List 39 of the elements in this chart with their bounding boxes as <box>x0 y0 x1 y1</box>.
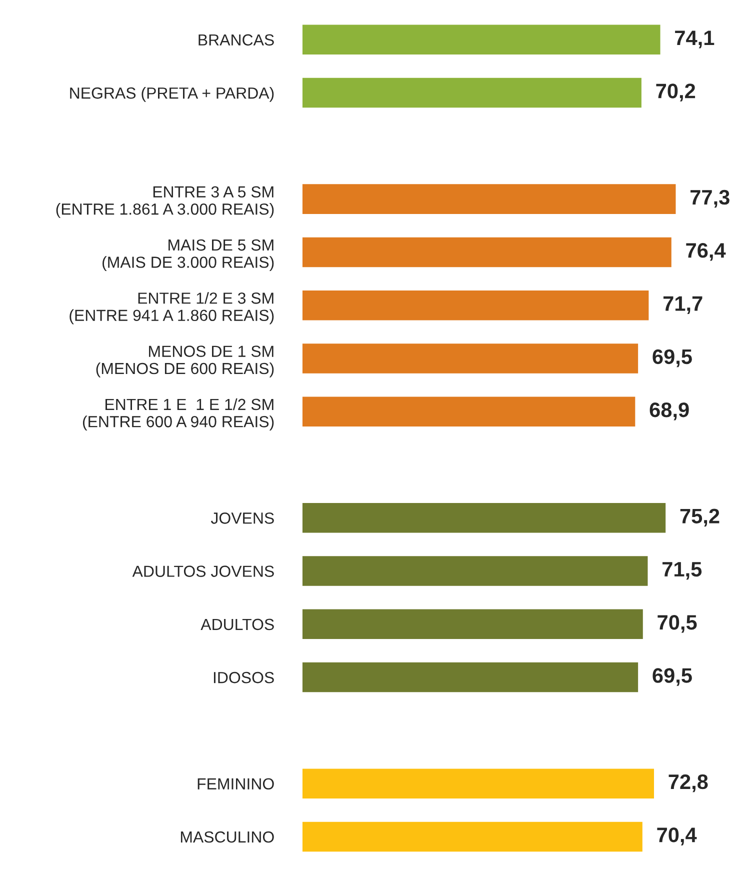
y-tick-label: MENOS DE 1 SM (MENOS DE 600 REAIS) <box>96 346 274 378</box>
y-tick-label: ENTRE 3 A 5 SM (ENTRE 1.861 A 3.000 REAIS) <box>56 186 274 218</box>
y-tick-label: ENTRE 1 E 1 E 1/2 SM (ENTRE 600 A 940 REAIS) <box>82 398 274 430</box>
data-label: 71,7 <box>663 296 702 314</box>
data-label: 71,5 <box>662 562 702 580</box>
y-tick-label: ADULTOS <box>200 618 274 630</box>
bar <box>302 768 654 798</box>
bar <box>302 24 660 55</box>
data-label: 69,5 <box>652 349 692 368</box>
y-tick-label: MAIS DE 5 SM (MAIS DE 3.000 REAIS) <box>102 239 274 272</box>
y-tick-label: IDOSOS <box>214 672 274 684</box>
y-tick-label: JOVENS <box>210 512 274 524</box>
y-tick-label: ADULTOS JOVENS <box>132 566 274 577</box>
bar <box>302 290 649 320</box>
bar <box>302 78 642 108</box>
data-label: 75,2 <box>680 508 720 526</box>
data-label: 77,3 <box>690 190 730 208</box>
y-tick-label: MASCULINO <box>180 831 274 843</box>
data-label: 68,9 <box>650 402 689 420</box>
data-label: 70,4 <box>657 828 697 846</box>
bar <box>302 184 676 214</box>
y-tick-label: ENTRE 1/2 E 3 SM (ENTRE 941 A 1.860 REAIS) <box>70 292 274 324</box>
y-tick-label: BRANCAS <box>198 34 274 46</box>
y-tick-label: NEGRAS (PRETA + PARDA) <box>70 87 274 102</box>
data-label: 76,4 <box>686 243 726 261</box>
bar <box>302 344 638 374</box>
data-label: 70,5 <box>658 615 697 633</box>
data-label: 69,5 <box>652 668 692 686</box>
bar <box>302 662 638 692</box>
bar <box>302 503 666 533</box>
y-tick-label: FEMININO <box>198 778 274 790</box>
bar <box>302 237 672 268</box>
data-label: 70,2 <box>656 84 696 102</box>
data-label: 74,1 <box>675 30 714 48</box>
data-label: 72,8 <box>668 774 708 792</box>
bar <box>302 609 643 640</box>
bar <box>302 822 642 852</box>
bar <box>302 556 648 586</box>
bar <box>302 396 636 426</box>
